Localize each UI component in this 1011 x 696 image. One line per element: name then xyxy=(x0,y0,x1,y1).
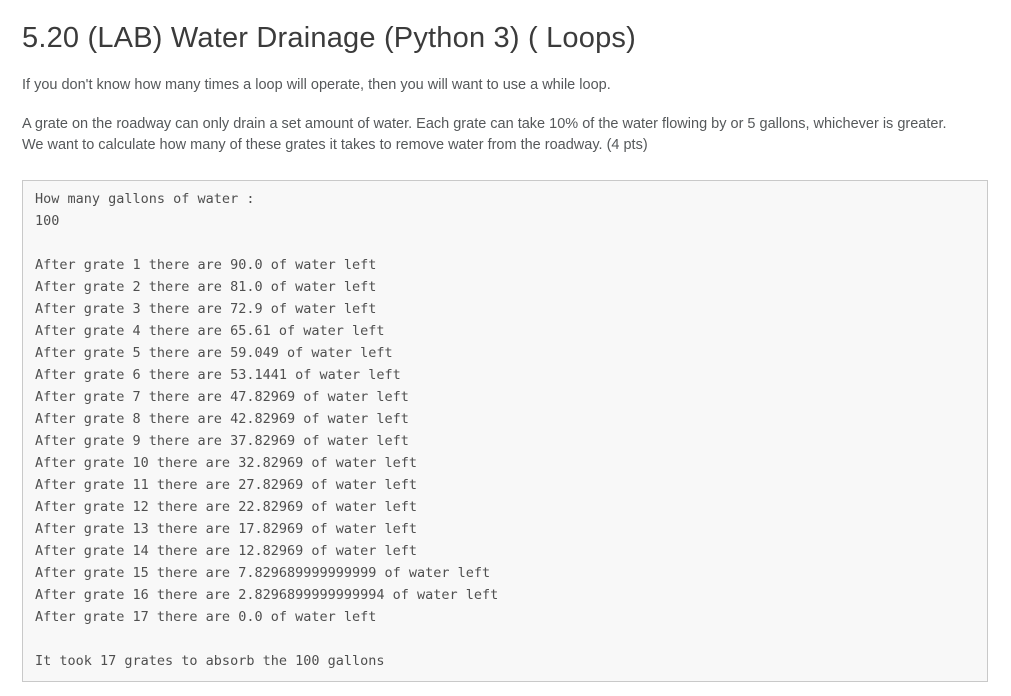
console-line xyxy=(35,232,975,254)
console-line: After grate 15 there are 7.8296899999999… xyxy=(35,565,491,581)
console-line: After grate 9 there are 37.82969 of wate… xyxy=(35,433,409,449)
console-line: After grate 16 there are 2.8296899999999… xyxy=(35,587,499,603)
console-line: After grate 4 there are 65.61 of water l… xyxy=(35,323,385,339)
console-line: After grate 1 there are 90.0 of water le… xyxy=(35,257,377,273)
console-line: After grate 8 there are 42.82969 of wate… xyxy=(35,411,409,427)
console-output: How many gallons of water : 100 After grat… xyxy=(22,180,988,682)
console-line: After grate 14 there are 12.82969 of wat… xyxy=(35,543,418,559)
console-line: How many gallons of water : xyxy=(35,191,255,207)
console-line: 100 xyxy=(35,213,60,229)
console-line: After grate 13 there are 17.82969 of wat… xyxy=(35,521,418,537)
page-title: 5.20 (LAB) Water Drainage (Python 3) ( L… xyxy=(22,22,636,54)
console-line: After grate 3 there are 72.9 of water le… xyxy=(35,301,377,317)
console-line: After grate 17 there are 0.0 of water le… xyxy=(35,609,377,625)
console-line: After grate 7 there are 47.82969 of wate… xyxy=(35,389,409,405)
description-paragraph: A grate on the roadway can only drain a … xyxy=(22,116,947,153)
console-line: After grate 12 there are 22.82969 of wat… xyxy=(35,499,418,515)
console-line: After grate 10 there are 32.82969 of wat… xyxy=(35,455,418,471)
console-line: After grate 5 there are 59.049 of water … xyxy=(35,345,393,361)
console-line: After grate 6 there are 53.1441 of water… xyxy=(35,367,401,383)
console-line: After grate 2 there are 81.0 of water le… xyxy=(35,279,377,295)
console-line: It took 17 grates to absorb the 100 gall… xyxy=(35,653,385,669)
intro-paragraph: If you don't know how many times a loop … xyxy=(22,77,611,93)
console-line xyxy=(35,628,975,650)
console-line: After grate 11 there are 27.82969 of wat… xyxy=(35,477,418,493)
